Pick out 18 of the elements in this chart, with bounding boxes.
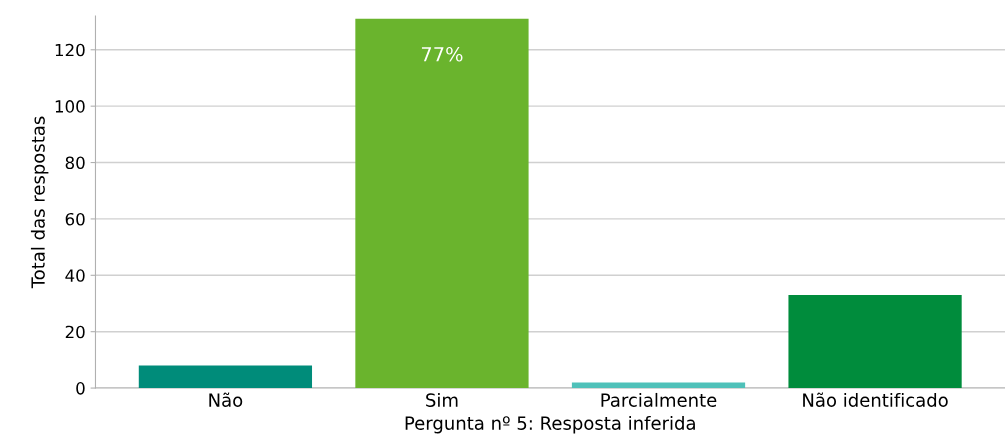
x-tick-label: Sim bbox=[426, 392, 458, 407]
bar bbox=[571, 382, 746, 389]
bar bbox=[788, 295, 962, 389]
annotation: 77% bbox=[421, 46, 463, 62]
y-axis-title: Total das respostas bbox=[30, 116, 49, 289]
x-tick-label: Não identificado bbox=[803, 392, 948, 407]
y-tick-label: 20 bbox=[65, 325, 85, 339]
x-axis-title: Pergunta nº 5: Resposta inferida bbox=[405, 415, 695, 434]
y-tick-label: 60 bbox=[65, 212, 85, 226]
y-tick-label: 120 bbox=[55, 43, 85, 57]
x-tick-label: Parcialmente bbox=[601, 392, 717, 407]
x-tick-label: Não bbox=[209, 392, 243, 407]
y-tick-label: 100 bbox=[55, 100, 85, 113]
bar bbox=[355, 18, 529, 389]
bar bbox=[138, 365, 313, 389]
y-tick-label: 80 bbox=[65, 156, 85, 170]
y-tick-label: 40 bbox=[65, 269, 85, 282]
y-tick-label: 0 bbox=[76, 382, 85, 395]
